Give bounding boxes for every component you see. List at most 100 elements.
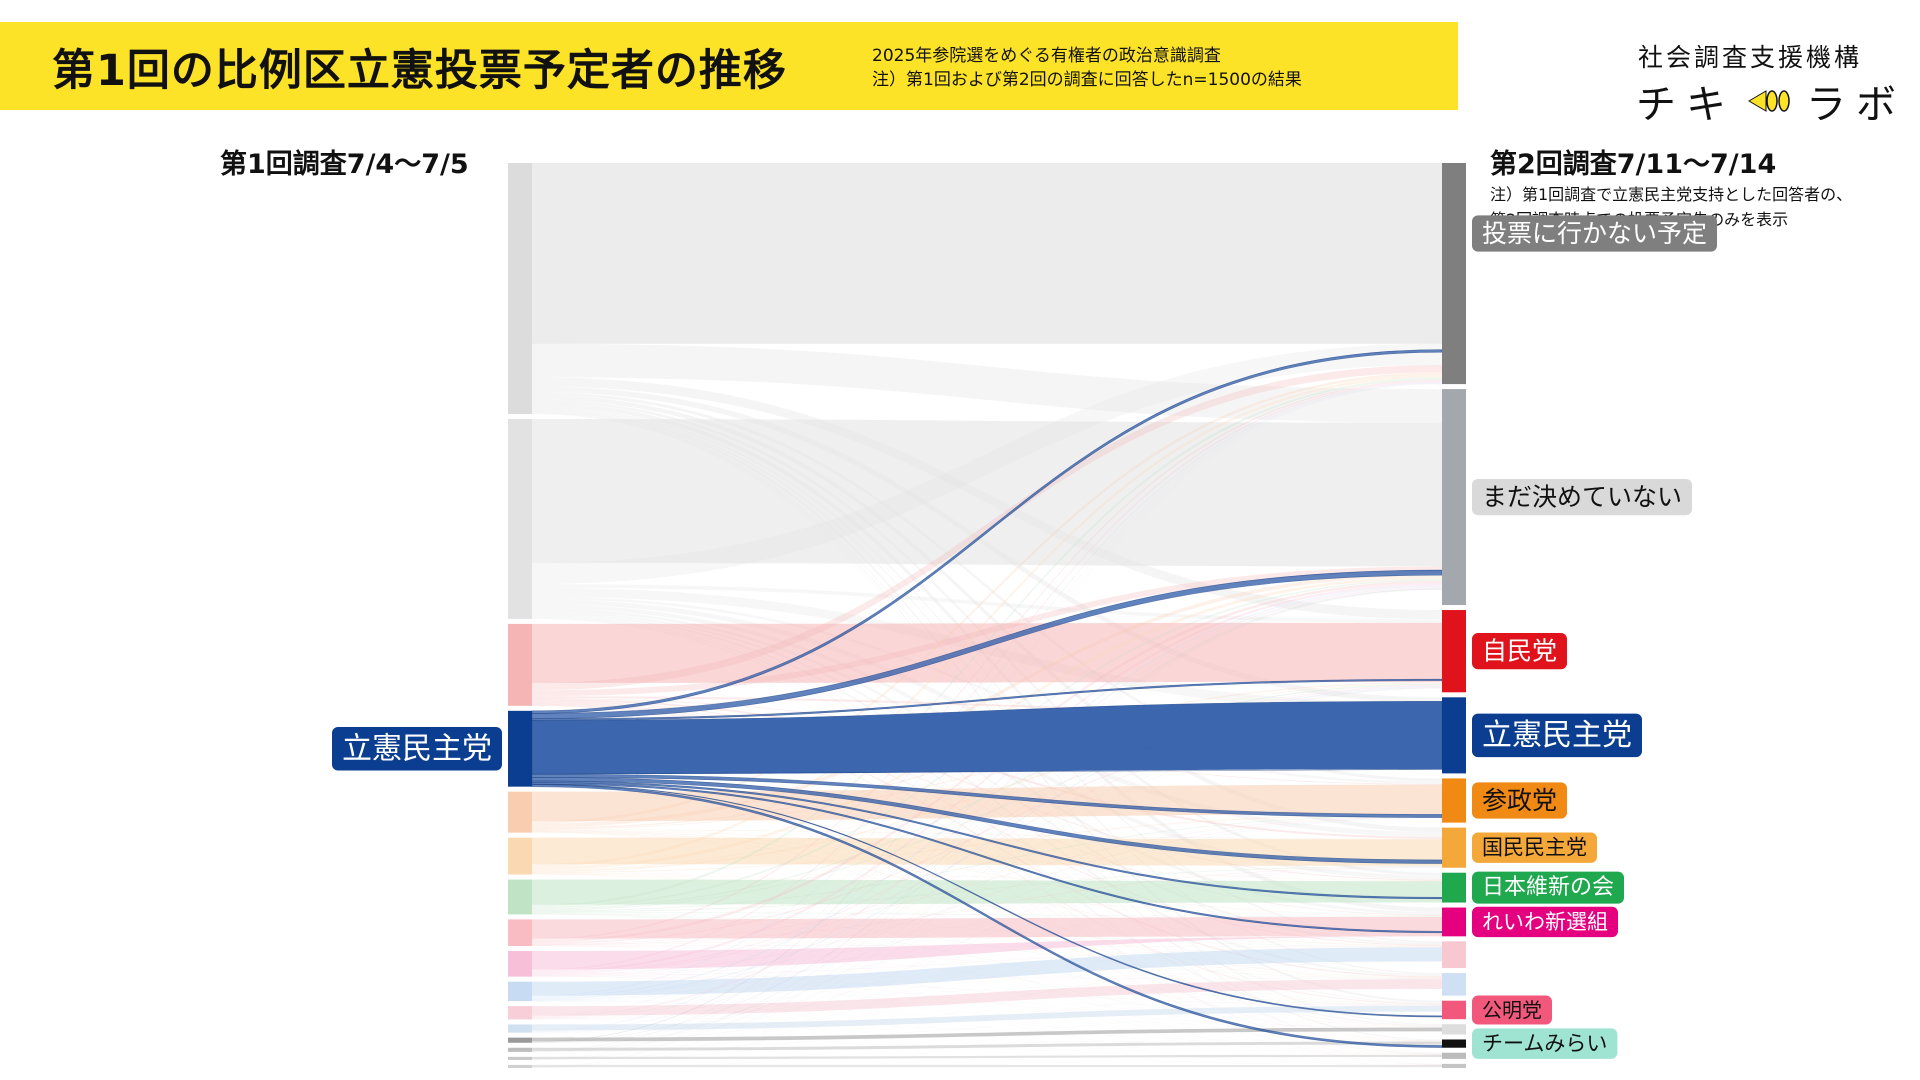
left-node bbox=[508, 981, 532, 1002]
right-node-label: 公明党 bbox=[1472, 995, 1552, 1025]
left-node bbox=[508, 791, 532, 833]
flow-band bbox=[532, 610, 1442, 945]
right-node-label-background bbox=[1472, 633, 1568, 670]
flow-band bbox=[532, 684, 1442, 943]
flow-band bbox=[532, 817, 1442, 1019]
flow-band bbox=[532, 382, 1442, 997]
right-node-label-background bbox=[1472, 215, 1718, 252]
flow-band bbox=[532, 622, 1442, 683]
right-node-label: 日本維新の会 bbox=[1472, 871, 1625, 904]
right-node bbox=[1442, 827, 1466, 868]
left-node-label-background bbox=[332, 727, 502, 771]
flow-band bbox=[532, 1059, 1442, 1065]
right-node bbox=[1442, 1000, 1466, 1020]
flow-band bbox=[532, 705, 1442, 1027]
flow-band bbox=[532, 718, 1442, 975]
flow-band bbox=[532, 988, 1442, 1052]
flow-band bbox=[532, 1011, 1442, 1052]
left-node bbox=[508, 879, 532, 915]
flow-band bbox=[532, 817, 1442, 1033]
page-title: 第1回の比例区立憲投票予定者の推移 bbox=[52, 46, 787, 96]
right-column-header: 第2回調査7/11〜7/14 bbox=[1490, 149, 1777, 180]
flow-band bbox=[532, 961, 1442, 1020]
flow-band bbox=[532, 596, 1442, 784]
flow-band bbox=[532, 686, 1442, 1000]
flow-band bbox=[532, 867, 1442, 1052]
flow-band bbox=[532, 705, 1442, 1042]
flow-band bbox=[532, 716, 1442, 911]
flow-band bbox=[532, 1042, 1442, 1065]
flow-band bbox=[532, 1044, 1442, 1060]
flow-band bbox=[532, 1027, 1442, 1033]
flow-band bbox=[532, 1001, 1442, 1055]
flow-band bbox=[532, 1011, 1442, 1060]
flow-band bbox=[532, 1051, 1442, 1065]
flow-band bbox=[532, 343, 1442, 423]
right-node-label-background bbox=[1472, 478, 1693, 516]
left-node bbox=[508, 419, 532, 619]
flow-band bbox=[532, 872, 1442, 882]
right-node-label-text: れいわ新選組 bbox=[1482, 910, 1608, 934]
right-node bbox=[1442, 872, 1466, 903]
flow-band bbox=[532, 1000, 1442, 1028]
right-node bbox=[1442, 389, 1466, 606]
flow-layer bbox=[532, 163, 1442, 1068]
flow-band bbox=[532, 945, 1442, 979]
right-node-label: 投票に行かない予定 bbox=[1472, 215, 1718, 252]
flow-band bbox=[532, 867, 1442, 976]
title-banner bbox=[0, 22, 1458, 110]
flow-band bbox=[532, 976, 1442, 1006]
subtitle-line-1: 2025年参院選をめぐる有権者の政治意識調査 bbox=[872, 46, 1221, 66]
right-node bbox=[1442, 163, 1466, 385]
flow-band bbox=[532, 1000, 1442, 1006]
flow-band bbox=[532, 685, 1442, 974]
right-node-label-text: 参政党 bbox=[1482, 786, 1557, 815]
flow-band bbox=[532, 874, 1442, 1055]
flow-band bbox=[532, 687, 1442, 1019]
left-node-label: 立憲民主党 bbox=[332, 727, 502, 771]
right-node-label-background bbox=[1472, 995, 1552, 1025]
flow-band bbox=[532, 815, 1442, 912]
flow-band bbox=[532, 566, 1442, 697]
flow-band bbox=[532, 914, 1442, 1065]
flow-band bbox=[532, 936, 1442, 1033]
flow-band bbox=[532, 343, 1442, 585]
right-note-line-1: 注）第1回調査で立憲民主党支持とした回答者の、 bbox=[1490, 185, 1853, 204]
flow-band bbox=[532, 873, 1442, 1005]
left-node-label-text: 立憲民主党 bbox=[342, 731, 492, 766]
flow-band bbox=[532, 979, 1442, 1001]
flow-band bbox=[532, 1011, 1442, 1068]
flow-band bbox=[532, 988, 1442, 1033]
right-node bbox=[1442, 1039, 1466, 1048]
flow-band bbox=[532, 902, 1442, 1001]
flow-band bbox=[532, 589, 1442, 1060]
flow-band bbox=[532, 947, 1442, 996]
flow-band bbox=[532, 936, 1442, 1052]
megaphone-icon bbox=[1748, 90, 1790, 112]
flow-band bbox=[532, 719, 1442, 1060]
flow-band bbox=[532, 408, 1442, 975]
flow-band bbox=[532, 865, 1442, 913]
left-node bbox=[508, 1024, 532, 1033]
flow-band bbox=[532, 902, 1442, 1043]
flow-band bbox=[532, 395, 1442, 833]
flow-band bbox=[532, 687, 1442, 1032]
right-node bbox=[1442, 1052, 1466, 1059]
right-node bbox=[1442, 610, 1466, 693]
flow-band bbox=[532, 867, 1442, 1001]
flow-band bbox=[532, 1000, 1442, 1042]
flow-band bbox=[532, 988, 1442, 1060]
right-node-label: 立憲民主党 bbox=[1472, 713, 1642, 758]
flow-band bbox=[532, 1042, 1442, 1055]
left-node bbox=[508, 1064, 532, 1068]
flow-band bbox=[532, 1057, 1442, 1068]
flow-band bbox=[532, 588, 1442, 1043]
right-node bbox=[1442, 973, 1466, 996]
flow-band bbox=[532, 1031, 1442, 1068]
flow-band bbox=[532, 988, 1442, 1043]
flow-band bbox=[532, 702, 1442, 946]
flow-band bbox=[532, 372, 1442, 824]
right-node bbox=[1442, 778, 1466, 823]
brand-organization: 社会調査支援機構 bbox=[1638, 43, 1863, 72]
flow-band bbox=[532, 936, 1442, 1068]
